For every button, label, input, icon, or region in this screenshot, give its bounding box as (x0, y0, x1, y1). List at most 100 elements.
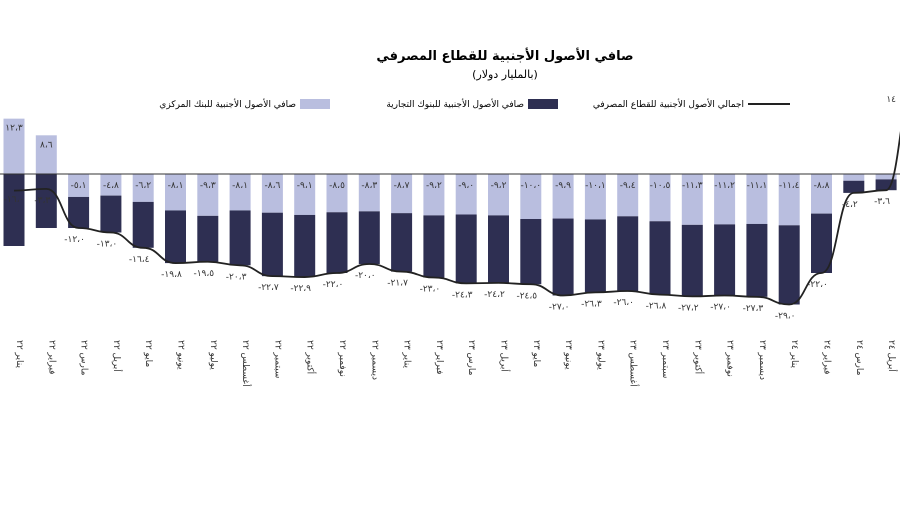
label-central: -٨،٦ (264, 181, 280, 191)
x-tick-label: أغسطس ٢٢ (240, 340, 252, 387)
label-central: -٤،٨ (103, 181, 119, 191)
bars-layer (3, 118, 897, 305)
label-total: -٢١،٧ (387, 279, 408, 289)
bar-commercial (3, 174, 25, 246)
bar-central (488, 174, 509, 216)
label-total: -١٩،٥ (193, 269, 214, 279)
bar-central (294, 174, 316, 215)
x-tick-label: نوفمبر ٢٣ (725, 340, 735, 377)
label-central: -٨،١ (168, 181, 184, 191)
bar-central (229, 174, 251, 211)
label-central: -٨،٧ (394, 181, 410, 191)
bar-commercial (423, 215, 445, 278)
bar-central (132, 174, 154, 202)
label-central: -١٠،٠ (520, 181, 541, 191)
bar-central (358, 174, 380, 212)
x-tick-label: مارس ٢٣ (466, 340, 476, 376)
bar-central (811, 174, 832, 214)
bar-central (261, 174, 283, 213)
bar-central (100, 174, 122, 196)
label-commercial: -١٦،٠ (4, 195, 25, 205)
label-total: -١٩،٨ (161, 270, 182, 280)
bar-central (746, 174, 768, 224)
x-tick-label: ديسمبر ٢٣ (757, 340, 767, 380)
legend-item-total: اجمالي الأصول الأجنبية للقطاع المصرفي (593, 98, 790, 110)
label-total: -٢٦،٨ (646, 302, 667, 312)
chart-subtitle: (بالمليار دولار) (472, 68, 538, 81)
x-tick-label: مايو ٢٣ (531, 340, 541, 367)
label-central: -١٠،٥ (650, 181, 671, 191)
x-tick-label: أبريل ٢٣ (499, 340, 511, 372)
label-total: -٢٧،٠ (549, 303, 570, 313)
label-central: -٩،٤ (620, 181, 636, 191)
x-tick-label: مارس ٢٤ (854, 340, 864, 376)
bar-commercial (132, 201, 154, 248)
label-central: -١١،٤ (779, 181, 800, 191)
x-tick-label: مايو ٢٢ (143, 340, 153, 367)
label-central: -٨،٨ (814, 181, 830, 191)
right-edge-label: ١٤ (886, 95, 896, 105)
label-central: -٩،٣ (200, 181, 216, 191)
bar-central (649, 174, 671, 222)
label-total: -٢٦،٣ (581, 299, 602, 309)
legend-swatch-central (300, 99, 330, 109)
bar-commercial (261, 212, 283, 277)
bar-commercial (649, 221, 671, 295)
bar-commercial (714, 224, 736, 296)
label-total: -٢٢،٠ (323, 280, 344, 290)
bar-central (455, 174, 477, 215)
label-total: -٢٠،٣ (226, 272, 247, 282)
label-total: -١٦،٤ (129, 255, 150, 265)
bar-commercial (552, 218, 574, 296)
legend-item-central: صافي الأصول الأجنبية للبنك المركزي (159, 98, 330, 110)
label-central: -٩،٠ (458, 181, 474, 191)
label-total: -٢٢،٩ (290, 284, 311, 294)
bar-commercial (746, 223, 768, 297)
label-central: -٨،٥ (329, 181, 345, 191)
bar-central (520, 174, 542, 219)
bar-central (165, 174, 186, 211)
bar-commercial (617, 216, 639, 291)
x-tick-label: يوليو ٢٢ (208, 340, 218, 370)
bar-commercial (165, 210, 186, 264)
x-tick-label: يناير ٢٣ (402, 340, 412, 368)
data-labels-layer: ١٢،٣ -١٦،٠ ٨،٦ -٣،٣ -٥،١ -١٢،٠ -٤،٨ -١٣،٠ -٦،٢ -١… (4, 124, 891, 322)
bar-central (326, 174, 348, 213)
bar-commercial (100, 195, 122, 233)
bar-commercial (229, 210, 251, 266)
bar-central (714, 174, 736, 225)
bar-commercial (681, 224, 703, 297)
bar-central (843, 174, 865, 181)
x-tick-label: أكتوبر ٢٣ (692, 340, 704, 374)
label-central: ١٢،٣ (5, 124, 23, 134)
x-tick-label: ديسمبر ٢٢ (369, 340, 379, 380)
label-total: -٢٩،٠ (775, 312, 796, 322)
x-tick-label: يناير ٢٤ (789, 340, 799, 368)
legend-item-commercial: صافي الأصول الأجنبية للبنوك التجارية (386, 98, 558, 110)
bar-commercial (584, 219, 606, 293)
bar-central (681, 174, 703, 225)
label-central: -١١،٢ (714, 181, 735, 191)
bar-commercial (455, 214, 477, 284)
label-central: -٥،١ (71, 181, 87, 191)
bar-central (552, 174, 574, 219)
label-total: -٢٤،٢ (484, 290, 505, 300)
bar-commercial (843, 180, 865, 193)
label-central: -٩،٢ (491, 181, 507, 191)
chart-title: صافي الأصول الأجنبية للقطاع المصرفي (376, 47, 633, 64)
bar-commercial (35, 174, 57, 228)
bar-central (584, 174, 606, 220)
label-central: -٦،٢ (135, 181, 151, 191)
x-tick-label: يناير ٢٢ (14, 340, 24, 368)
x-tick-label: سبتمبر ٢٢ (272, 340, 282, 378)
x-tick-label: أبريل ٢٤ (886, 340, 898, 372)
bar-central (391, 174, 413, 214)
label-total: -٢٠،٠ (355, 271, 376, 281)
label-central: -١١،٣ (682, 181, 703, 191)
label-central: -٩،٢ (426, 181, 442, 191)
bar-central (617, 174, 639, 217)
x-tick-label: أغسطس ٢٣ (628, 340, 640, 387)
bar-commercial (488, 215, 509, 284)
label-total: -١٢،٠ (64, 235, 85, 245)
legend-swatch-commercial (528, 99, 558, 109)
